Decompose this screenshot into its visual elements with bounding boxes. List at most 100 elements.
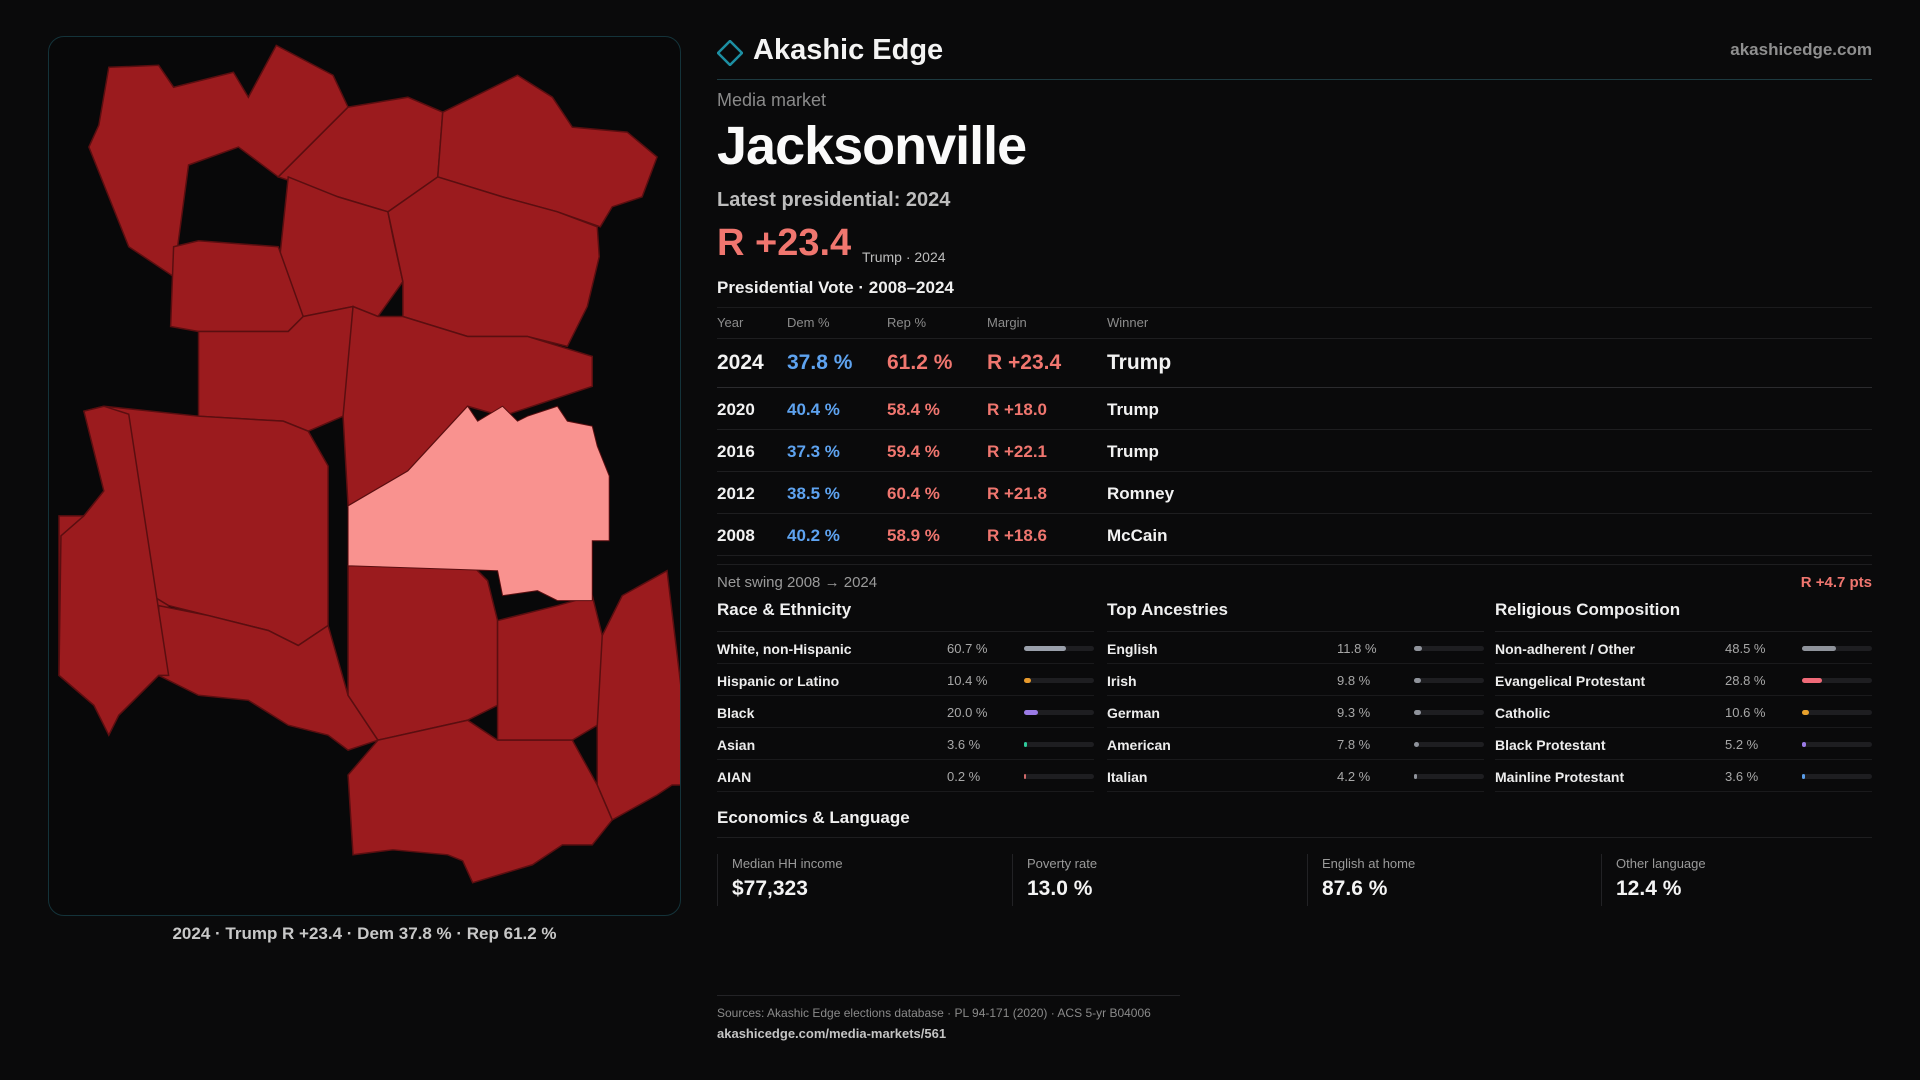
item-name: German [1107,705,1160,721]
progress-track [1024,646,1094,651]
item-name: American [1107,737,1171,753]
progress-fill [1802,742,1806,747]
religion-section: Religious Composition Non-adherent / Oth… [1495,600,1872,792]
table-header-row: Year Dem % Rep % Margin Winner [717,308,1872,339]
cell-year: 2012 [717,484,755,503]
item-name: Hispanic or Latino [717,673,840,689]
item-percent: 20.0 % [947,705,988,720]
item-name: Asian [717,737,756,753]
item-percent: 0.2 % [947,769,981,784]
headline-margin-subtitle: Trump · 2024 [862,249,946,265]
progress-fill [1802,774,1805,779]
progress-track [1414,678,1484,683]
cell-margin: R +21.8 [987,484,1048,503]
list-item: German 9.3 % [1107,696,1484,728]
footer: Sources: Akashic Edge elections database… [717,995,1180,1041]
cell-rep: 60.4 % [887,484,940,503]
list-item: Italian 4.2 % [1107,760,1484,792]
ancestries-section: Top Ancestries English 11.8 % Irish 9.8 … [1107,600,1484,792]
stat-card: Poverty rate 13.0 % [1012,854,1292,906]
cell-dem: 38.5 % [787,484,840,503]
progress-fill [1414,678,1421,683]
county-shape[interactable] [347,719,614,884]
cell-dem: 37.8 % [787,351,853,374]
col-header-rep: Rep % [887,315,927,330]
cell-winner: Romney [1107,484,1175,503]
progress-track [1414,774,1484,779]
item-name: Black Protestant [1495,737,1606,753]
stat-value: 87.6 % [1322,877,1388,900]
list-item: Asian 3.6 % [717,728,1094,760]
permalink[interactable]: akashicedge.com/media-markets/561 [717,1026,947,1041]
map-counties [58,44,680,884]
table-row: 2024 37.8 % 61.2 % R +23.4 Trump [717,339,1872,388]
brand-name: Akashic Edge [753,34,944,66]
cell-margin: R +18.6 [987,526,1048,545]
progress-fill [1024,710,1038,715]
list-item: White, non-Hispanic 60.7 % [717,632,1094,664]
col-header-dem: Dem % [787,315,830,330]
county-map-svg[interactable] [49,37,680,915]
county-shape[interactable] [596,569,680,821]
headline-margin: R +23.4 [717,222,852,264]
county-map[interactable] [48,36,681,916]
stat-label: Other language [1616,856,1706,871]
cell-winner: McCain [1107,526,1168,545]
county-shape[interactable] [157,604,380,751]
item-name: Non-adherent / Other [1495,641,1636,657]
net-swing-value: R +4.7 pts [1800,574,1872,591]
highlighted-county[interactable] [347,405,610,602]
progress-track [1414,742,1484,747]
list-item: Black Protestant 5.2 % [1495,728,1872,760]
stat-card: Median HH income $77,323 [717,854,997,906]
stat-value: 12.4 % [1616,877,1682,900]
col-header-margin: Margin [987,315,1027,330]
list-item: AIAN 0.2 % [717,760,1094,792]
progress-track [1414,710,1484,715]
county-shape[interactable] [347,559,499,742]
progress-fill [1414,710,1421,715]
cell-rep: 58.4 % [887,400,940,419]
progress-track [1802,774,1872,779]
cell-margin: R +23.4 [987,351,1062,374]
religion-title: Religious Composition [1495,600,1872,632]
progress-fill [1024,646,1067,651]
table-row: 2020 40.4 % 58.4 % R +18.0 Trump [717,388,1872,430]
net-swing-label: Net swing 2008 → 2024 [717,574,878,591]
progress-track [1024,774,1094,779]
table-row: 2012 38.5 % 60.4 % R +21.8 Romney [717,472,1872,514]
list-item: Irish 9.8 % [1107,664,1484,696]
brand-url-link[interactable]: akashicedge.com [1730,40,1872,59]
progress-fill [1802,710,1810,715]
item-name: English [1107,641,1158,657]
progress-track [1802,646,1872,651]
cell-margin: R +18.0 [987,400,1048,419]
list-item: Mainline Protestant 3.6 % [1495,760,1872,792]
vote-history-table: Year Dem % Rep % Margin Winner 2024 37.8… [717,307,1872,556]
progress-track [1802,742,1872,747]
item-name: AIAN [717,769,752,785]
race-ethnicity-section: Race & Ethnicity White, non-Hispanic 60.… [717,600,1094,792]
cell-winner: Trump [1107,351,1172,374]
cell-winner: Trump [1107,442,1159,461]
cell-year: 2020 [717,400,755,419]
progress-fill [1414,774,1417,779]
cell-year: 2016 [717,442,755,461]
item-name: Catholic [1495,705,1551,721]
item-percent: 7.8 % [1337,737,1371,752]
item-percent: 3.6 % [947,737,981,752]
list-item: Hispanic or Latino 10.4 % [717,664,1094,696]
stat-card: English at home 87.6 % [1307,854,1587,906]
progress-fill [1414,742,1420,747]
progress-track [1802,678,1872,683]
progress-fill [1802,646,1836,651]
table-row: 2016 37.3 % 59.4 % R +22.1 Trump [717,430,1872,472]
market-title: Jacksonville [717,116,1027,176]
progress-fill [1024,678,1032,683]
stat-label: Poverty rate [1027,856,1098,871]
county-shape[interactable] [58,405,170,737]
col-header-year: Year [717,315,744,330]
item-percent: 9.8 % [1337,673,1371,688]
cell-dem: 40.4 % [787,400,840,419]
county-shape[interactable] [496,594,610,741]
